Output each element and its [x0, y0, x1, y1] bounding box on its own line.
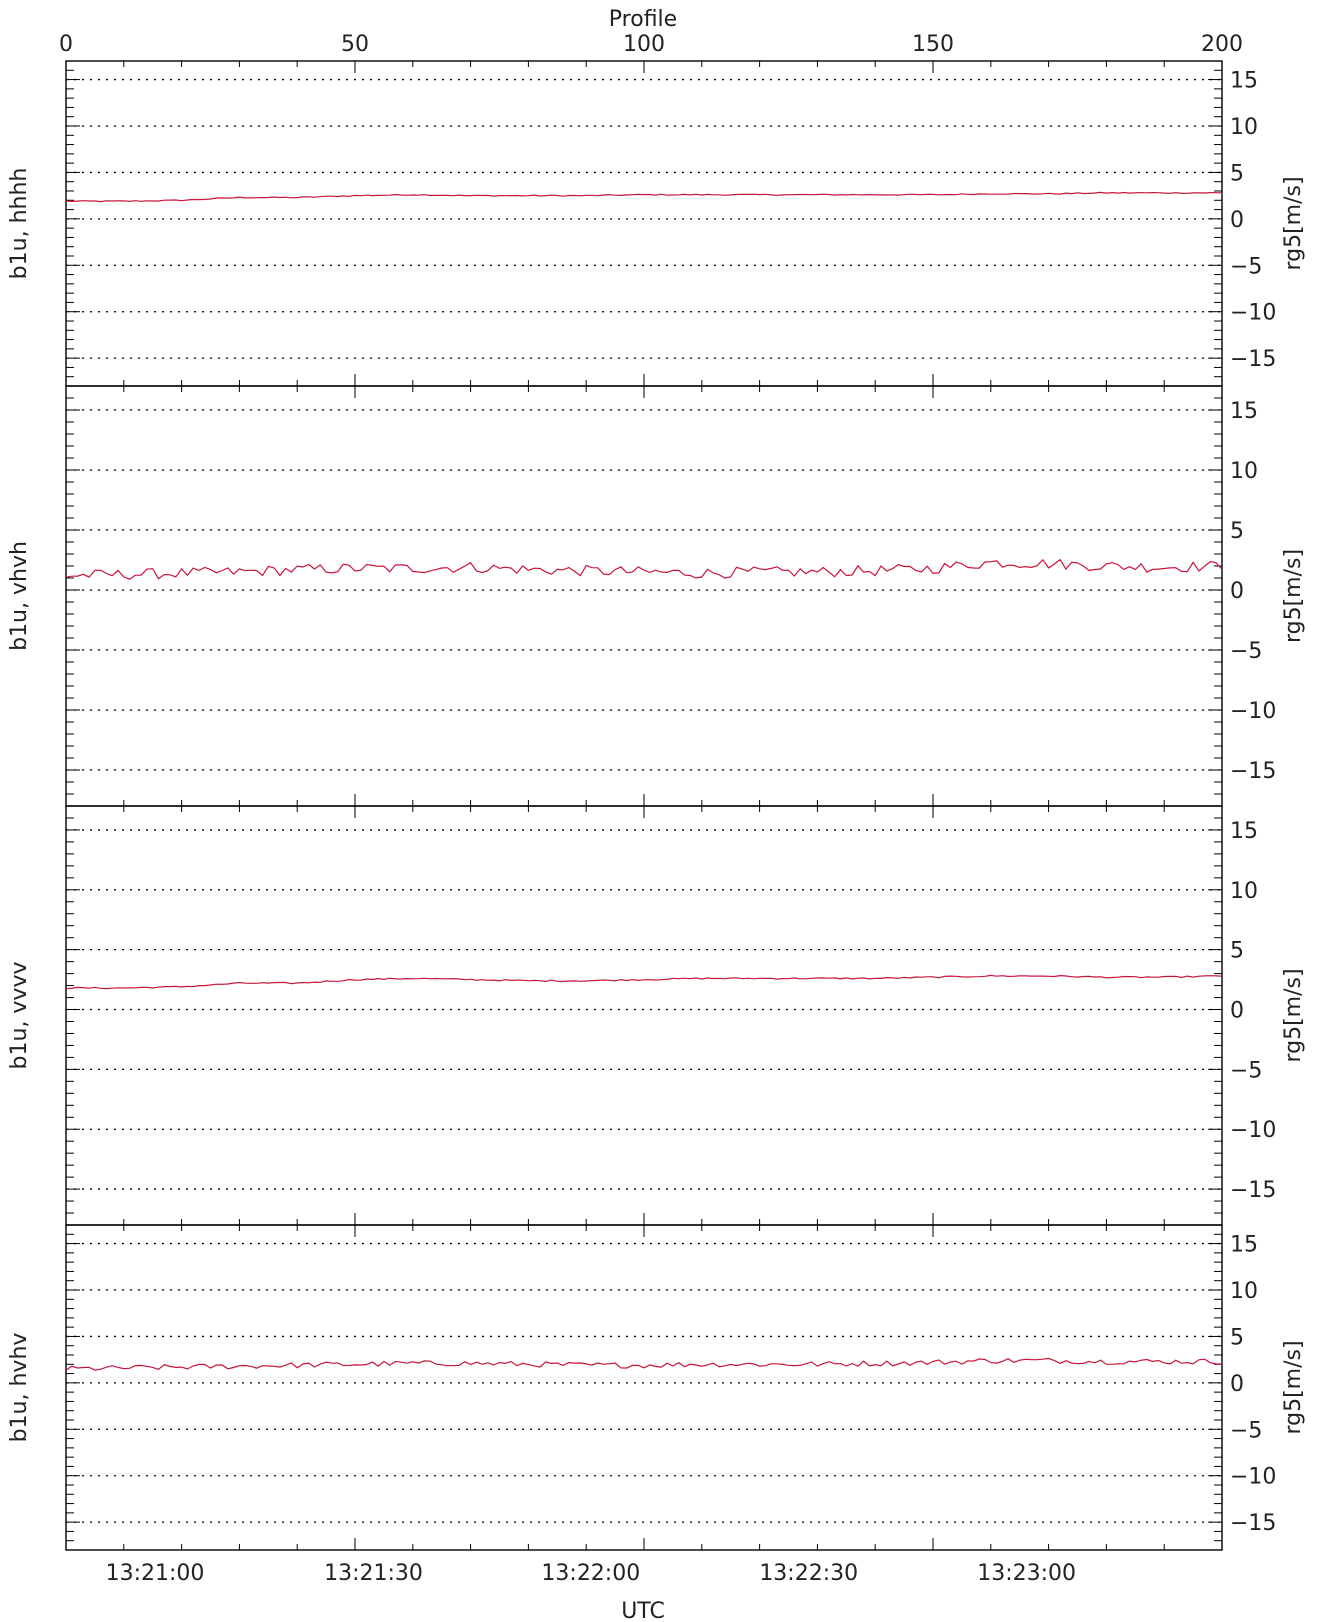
- y-tick-label: −15: [1230, 347, 1276, 372]
- y-axis-label: rg5[m/s]: [1281, 176, 1306, 270]
- y-tick-label: 15: [1230, 69, 1258, 94]
- y-tick-label: −10: [1230, 699, 1276, 724]
- y-tick-label: −15: [1230, 759, 1276, 784]
- panel-frame: [65, 1224, 1223, 1551]
- y-tick-label: −15: [1230, 1511, 1276, 1536]
- series-line: [65, 558, 1223, 580]
- panel-label: b1u, vvvv: [7, 962, 32, 1070]
- panel-frame: [65, 385, 1223, 807]
- y-tick-label: 5: [1230, 161, 1244, 186]
- bottom-tick-label-1: 13:21:30: [324, 1561, 423, 1586]
- y-tick-label: 15: [1230, 819, 1258, 844]
- y-tick-label: −5: [1230, 639, 1262, 664]
- y-tick-label: −10: [1230, 1465, 1276, 1490]
- panel-label: b1u, hvhv: [7, 1333, 32, 1443]
- bottom-tick-label-4: 13:23:00: [977, 1561, 1076, 1586]
- y-tick-label: 0: [1230, 1372, 1244, 1397]
- panel-label: b1u, hhhh: [7, 168, 32, 280]
- series-line: [65, 191, 1223, 203]
- top-tick-label-3: 150: [912, 32, 954, 57]
- y-tick-label: −10: [1230, 1118, 1276, 1143]
- y-tick-label: 0: [1230, 999, 1244, 1024]
- panel-frame: [65, 60, 1223, 387]
- bottom-tick-label-2: 13:22:00: [541, 1561, 640, 1586]
- y-tick-label: 10: [1230, 115, 1258, 140]
- bottom-axis-tick-labels: 13:21:00 13:21:30 13:22:00 13:22:30 13:23:00: [106, 1561, 1076, 1586]
- panel-label: b1u, vhvh: [7, 541, 32, 651]
- top-axis-tick-labels: 0 50 100 150 200: [59, 32, 1243, 57]
- y-tick-label: −10: [1230, 301, 1276, 326]
- y-tick-label: 15: [1230, 399, 1258, 424]
- y-tick-label: −5: [1230, 254, 1262, 279]
- y-tick-label: 0: [1230, 579, 1244, 604]
- top-tick-label-1: 50: [341, 32, 369, 57]
- series-line: [65, 1357, 1223, 1371]
- y-tick-label: 5: [1230, 1325, 1244, 1350]
- y-tick-label: 5: [1230, 939, 1244, 964]
- y-tick-label: 0: [1230, 208, 1244, 233]
- y-axis-label: rg5[m/s]: [1281, 968, 1306, 1062]
- y-axis-label: rg5[m/s]: [1281, 549, 1306, 643]
- panel-3: −15 −10 −5 0 5 10 15 b1u, vvvv rg5[m/s]: [7, 805, 1306, 1226]
- y-tick-label: −5: [1230, 1058, 1262, 1083]
- y-tick-label: 10: [1230, 459, 1258, 484]
- panel-2: −15 −10 −5 0 5 10 15 b1u, vhvh rg5[m/s]: [7, 385, 1306, 807]
- y-axis-label: rg5[m/s]: [1281, 1340, 1306, 1434]
- panels: −15 −10 −5 0 5 10 15 b1u, hhhh rg5[m/s] −15 −10 −5 0…: [7, 60, 1306, 1551]
- y-tick-label: 10: [1230, 879, 1258, 904]
- bottom-tick-label-0: 13:21:00: [106, 1561, 205, 1586]
- bottom-tick-label-3: 13:22:30: [759, 1561, 858, 1586]
- panel-1: −15 −10 −5 0 5 10 15 b1u, hhhh rg5[m/s]: [7, 60, 1306, 387]
- top-tick-label-2: 100: [623, 32, 665, 57]
- series-line: [65, 974, 1223, 990]
- bottom-axis-title: UTC: [621, 1599, 665, 1622]
- y-tick-label: 15: [1230, 1233, 1258, 1258]
- top-tick-label-4: 200: [1201, 32, 1243, 57]
- y-tick-label: 10: [1230, 1279, 1258, 1304]
- panel-frame: [65, 805, 1223, 1226]
- top-tick-label-0: 0: [59, 32, 73, 57]
- y-tick-label: −5: [1230, 1418, 1262, 1443]
- panel-4: −15 −10 −5 0 5 10 15 b1u, hvhv rg5[m/s]: [7, 1224, 1306, 1551]
- y-tick-label: −15: [1230, 1178, 1276, 1203]
- y-tick-label: 5: [1230, 519, 1244, 544]
- top-axis-title: Profile: [609, 7, 677, 32]
